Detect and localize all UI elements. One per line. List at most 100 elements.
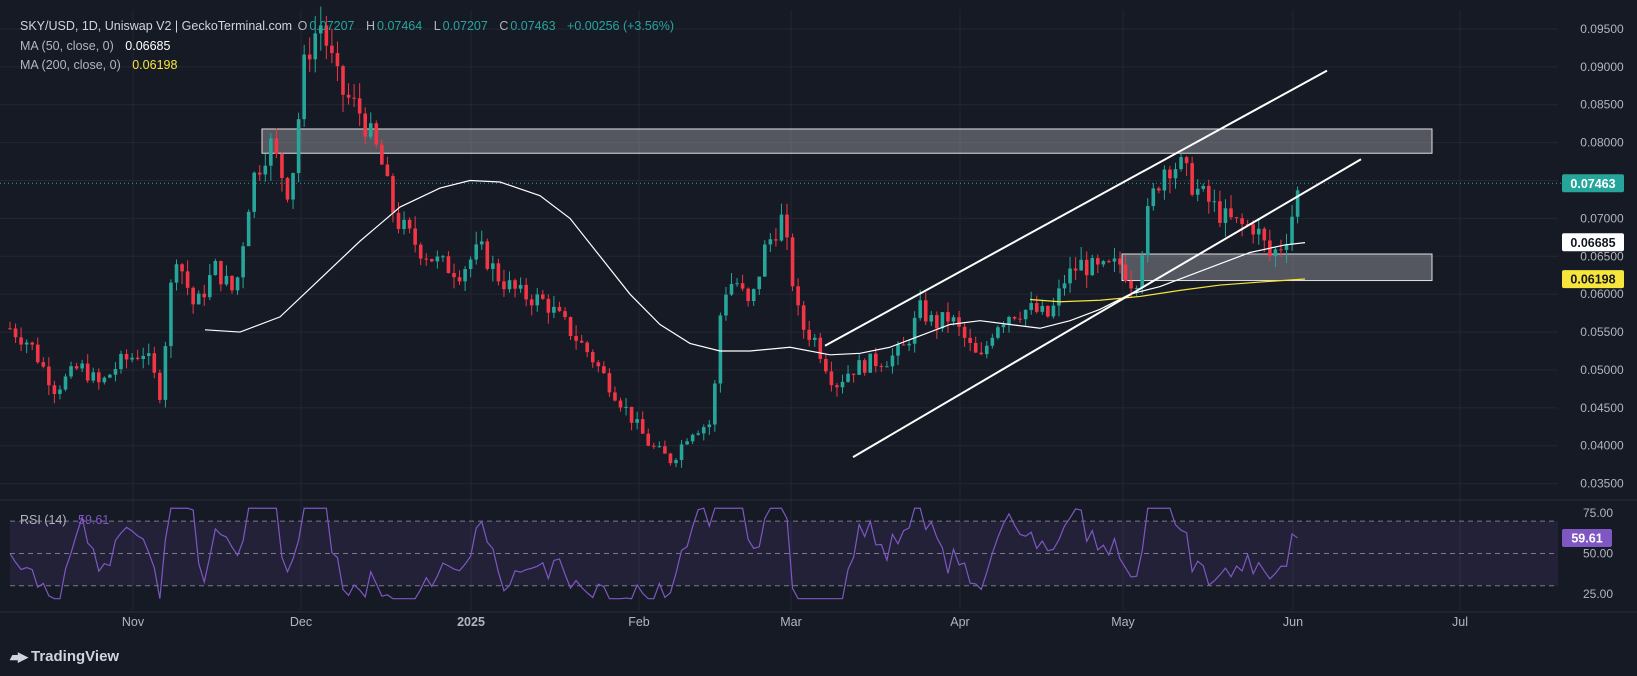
candle-body — [280, 153, 284, 178]
time-tick-label: Jun — [1283, 615, 1303, 629]
candle-body — [829, 371, 834, 386]
candle-body — [602, 366, 606, 374]
candle-body — [285, 177, 290, 200]
price-tick-label: 0.05500 — [1580, 325, 1624, 339]
candle-body — [763, 244, 767, 277]
price-tick-label: 0.08000 — [1580, 136, 1624, 150]
candle-body — [430, 259, 434, 262]
ma50-legend[interactable]: MA (50, close, 0) 0.06685 — [20, 39, 172, 53]
candle-body — [985, 345, 989, 355]
candle-body — [491, 263, 495, 269]
candle-body — [1151, 188, 1156, 207]
ma50-label: MA (50, close, 0) — [20, 39, 114, 53]
symbol-title: SKY/USD, 1D, Uniswap V2 | GeckoTerminal.… — [20, 19, 293, 33]
candle-body — [252, 172, 256, 212]
resistance-zone — [261, 128, 1433, 154]
candle-body — [1279, 249, 1283, 251]
candle-body — [479, 241, 484, 245]
candle-body — [102, 377, 107, 383]
candle-body — [368, 123, 373, 137]
candle-body — [785, 214, 789, 238]
candle-body — [1068, 268, 1072, 284]
time-tick-label: May — [1111, 615, 1135, 629]
candle-body — [818, 337, 823, 359]
candle-body — [990, 337, 995, 346]
candle-body — [1218, 201, 1222, 223]
candle-body — [446, 256, 451, 274]
candle-body — [41, 362, 46, 367]
candle-body — [224, 275, 229, 285]
candle-body — [879, 366, 884, 368]
candle-body — [319, 25, 323, 34]
candle-body — [541, 294, 545, 299]
candle-body — [629, 406, 634, 423]
candle-body — [169, 282, 173, 347]
candle-body — [957, 317, 961, 327]
time-tick-label: Jul — [1452, 615, 1468, 629]
candle-body — [424, 258, 429, 260]
candle-body — [552, 306, 556, 313]
candle-body — [979, 352, 984, 355]
channel-lower-line — [852, 158, 1362, 458]
open-value: 0.07207 — [309, 19, 355, 33]
candle-body — [80, 363, 84, 369]
candle-body — [668, 453, 673, 464]
candle-body — [996, 327, 1000, 338]
candle-body — [846, 373, 850, 382]
candle-body — [740, 283, 745, 289]
candle-body — [174, 264, 179, 283]
close-label: C — [499, 19, 509, 33]
price-tick-label: 0.06500 — [1580, 249, 1624, 263]
candle-body — [58, 389, 62, 394]
candle-body — [568, 317, 573, 337]
tradingview-logo[interactable]: ▰▶ TradingView — [10, 648, 119, 665]
candle-body — [352, 97, 356, 99]
candle-body — [851, 373, 856, 375]
candle-body — [546, 298, 551, 313]
candle-body — [973, 342, 978, 353]
ma200-legend[interactable]: MA (200, close, 0) 0.06198 — [20, 58, 179, 72]
candle-body — [946, 312, 950, 322]
candle-body — [1145, 206, 1150, 256]
trend-lines — [824, 69, 1362, 458]
candle-body — [97, 372, 101, 383]
candle-body — [63, 376, 68, 390]
candle-body — [718, 315, 723, 384]
candle-body — [485, 241, 490, 269]
candle-body — [257, 172, 262, 175]
candle-body — [396, 212, 401, 229]
rsi-value-label: 59.61 — [1571, 531, 1602, 545]
candle-body — [1018, 318, 1022, 320]
candle-body — [108, 374, 112, 378]
candle-body — [158, 372, 162, 400]
candle-body — [1179, 157, 1183, 170]
candle-body — [685, 441, 689, 445]
low-value: 0.07207 — [442, 19, 488, 33]
ma200-price-label: 0.06198 — [1570, 273, 1615, 287]
ma50-price-label-bg — [1562, 233, 1624, 252]
change-value: +0.00256 (+3.56%) — [567, 19, 675, 33]
candle-body — [1240, 218, 1244, 225]
candle-body — [202, 293, 207, 298]
rsi-pane — [9, 507, 1558, 600]
candle-body — [563, 311, 567, 318]
candle-body — [124, 354, 129, 360]
candle-body — [618, 400, 623, 408]
candle-body — [330, 45, 334, 54]
candle-body — [768, 239, 773, 245]
candle-body — [1118, 258, 1122, 265]
price-tick-label: 0.09000 — [1580, 60, 1624, 74]
rsi-legend[interactable]: RSI (14) 59.61 — [20, 513, 111, 527]
candle-body — [241, 246, 245, 278]
rsi-tick-label: 25.00 — [1583, 587, 1613, 601]
candle-body — [496, 263, 501, 282]
candle-body — [230, 275, 234, 291]
candle-body — [307, 54, 312, 60]
candle-body — [1234, 217, 1239, 219]
candle-body — [751, 289, 756, 302]
price-tick-label: 0.05000 — [1580, 363, 1624, 377]
candle-body — [774, 239, 778, 241]
last-price-label: 0.07463 — [1570, 177, 1615, 191]
candle-body — [141, 355, 145, 360]
